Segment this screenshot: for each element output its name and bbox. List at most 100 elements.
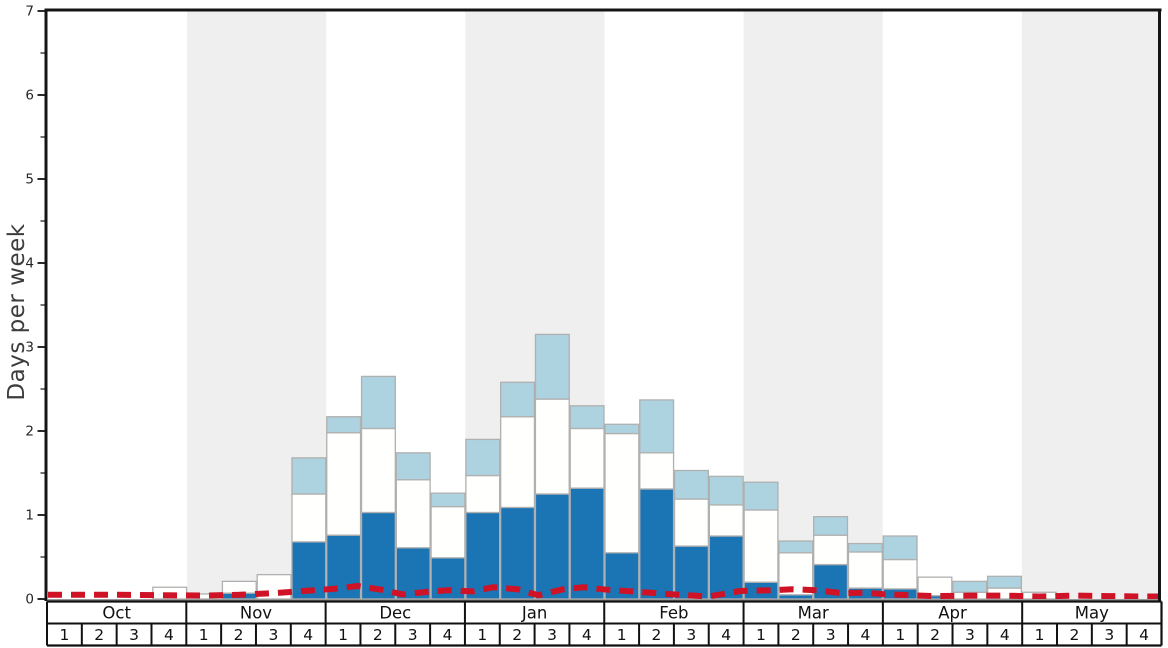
y-tick-label: 6	[25, 88, 34, 104]
week-label: 3	[826, 626, 836, 644]
bar-segment-white-days	[430, 505, 466, 559]
right-spine	[1158, 8, 1161, 601]
week-label: 3	[686, 626, 696, 644]
y-tick-label: 4	[25, 256, 34, 272]
month-label-dec: Dec	[379, 604, 411, 623]
week-label: 1	[338, 626, 348, 644]
bar-segment-white-days	[639, 452, 675, 490]
bar-segment-light-blue-days	[743, 481, 779, 511]
week-label: 2	[94, 626, 104, 644]
y-tick-label: 1	[25, 508, 34, 524]
bar-segment-white-days	[360, 427, 396, 514]
week-label: 4	[861, 626, 871, 644]
week-label: 1	[1035, 626, 1045, 644]
bar-segment-white-days	[847, 551, 883, 589]
bar-segment-light-blue-days	[465, 438, 501, 477]
y-tick-label: 5	[25, 172, 34, 188]
bar-segment-dark-blue-days	[673, 545, 709, 600]
bar-segment-light-blue-days	[952, 580, 988, 593]
top-spine	[44, 8, 1162, 12]
week-label: 2	[652, 626, 662, 644]
bar-segment-white-days	[917, 576, 953, 597]
bar-segment-light-blue-days	[395, 452, 431, 481]
bar-segment-dark-blue-days	[500, 506, 536, 600]
bar-segment-light-blue-days	[986, 575, 1023, 589]
bar-segment-white-days	[569, 427, 605, 489]
week-label: 2	[234, 626, 244, 644]
week-label: 1	[756, 626, 766, 644]
bar-segment-dark-blue-days	[534, 493, 570, 600]
month-label-may: May	[1075, 604, 1109, 623]
y-tick-label: 3	[25, 340, 34, 356]
week-label: 2	[373, 626, 383, 644]
month-label-apr: Apr	[938, 604, 967, 623]
bar-segment-white-days	[813, 534, 849, 566]
bar-segment-white-days	[395, 479, 431, 549]
bar-segment-light-blue-days	[778, 540, 814, 554]
red-dashed-line	[48, 583, 1161, 600]
bar-segment-light-blue-days	[500, 381, 536, 418]
bar-segment-white-days	[604, 432, 640, 554]
bar-segment-light-blue-days	[360, 375, 396, 430]
week-label: 4	[721, 626, 731, 644]
bar-segment-light-blue-days	[813, 516, 849, 536]
y-axis-spine	[44, 8, 48, 601]
month-label-mar: Mar	[798, 604, 829, 623]
bar-segment-light-blue-days	[882, 535, 918, 561]
bar-segment-dark-blue-days	[360, 511, 396, 600]
bar-segment-white-days	[465, 474, 501, 514]
bar-segment-light-blue-days	[847, 542, 883, 553]
month-label-feb: Feb	[659, 604, 688, 623]
week-label: 1	[59, 626, 69, 644]
bar-segment-white-days	[708, 504, 744, 537]
week-label: 3	[129, 626, 139, 644]
bar-segment-light-blue-days	[604, 423, 640, 435]
month-band-may	[1021, 11, 1161, 599]
bar-segment-white-days	[882, 558, 918, 590]
bar-segment-light-blue-days	[708, 475, 744, 506]
bar-segment-white-days	[221, 580, 257, 594]
bar-segment-dark-blue-days	[569, 487, 605, 600]
bar-segment-light-blue-days	[569, 405, 605, 430]
y-tick-label: 2	[25, 424, 34, 440]
y-tick-label: 0	[25, 592, 34, 608]
week-label: 3	[965, 626, 975, 644]
week-label: 4	[582, 626, 592, 644]
week-label: 4	[1000, 626, 1010, 644]
week-label: 3	[547, 626, 557, 644]
week-label: 1	[895, 626, 905, 644]
week-label: 3	[268, 626, 278, 644]
week-label: 1	[199, 626, 209, 644]
bar-segment-white-days	[534, 398, 570, 495]
week-label: 3	[408, 626, 418, 644]
week-label: 2	[1069, 626, 1079, 644]
bar-segment-white-days	[291, 493, 327, 543]
bar-segment-light-blue-days	[673, 469, 709, 500]
week-label: 2	[512, 626, 522, 644]
bar-segment-white-days	[743, 509, 779, 583]
month-label-oct: Oct	[102, 604, 131, 623]
bar-segment-white-days	[673, 498, 709, 547]
y-axis-title: Days per week	[4, 223, 30, 401]
week-label: 1	[477, 626, 487, 644]
week-label: 4	[1139, 626, 1149, 644]
bar-segment-light-blue-days	[534, 333, 570, 400]
week-label: 3	[1104, 626, 1114, 644]
week-label: 4	[443, 626, 453, 644]
week-label: 4	[303, 626, 313, 644]
bar-segment-white-days	[500, 416, 536, 509]
bar-segment-dark-blue-days	[639, 488, 675, 600]
bar-segment-light-blue-days	[430, 492, 466, 508]
bar-segment-light-blue-days	[291, 457, 327, 495]
bar-segment-white-days	[326, 432, 362, 536]
week-label: 1	[617, 626, 627, 644]
month-label-nov: Nov	[240, 604, 272, 623]
month-label-jan: Jan	[521, 604, 547, 623]
week-label: 4	[164, 626, 174, 644]
week-label: 2	[791, 626, 801, 644]
bar-segment-light-blue-days	[326, 416, 362, 434]
bar-segment-dark-blue-days	[395, 547, 431, 600]
week-label: 2	[930, 626, 940, 644]
